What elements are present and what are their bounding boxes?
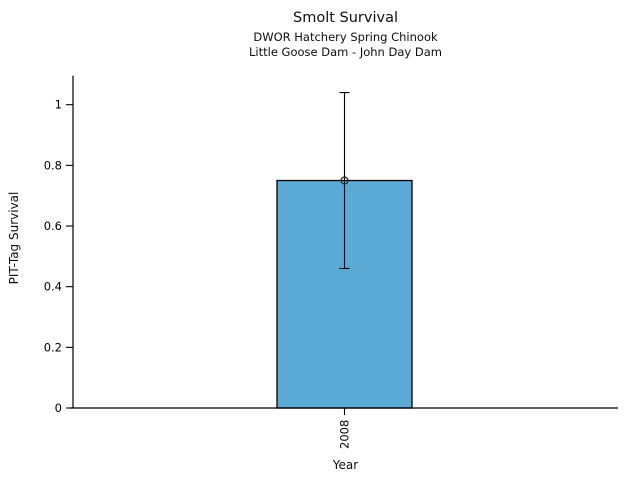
point-estimate-marker [340,176,349,185]
y-tick-label: 1 [55,98,62,112]
chart-subtitle-1: DWOR Hatchery Spring Chinook [253,30,438,44]
x-tick-label: 2008 [338,420,352,449]
y-tick-label: 0.6 [44,219,62,233]
x-axis-label: Year [332,458,359,472]
y-tick-label: 0.2 [44,340,62,354]
y-tick-label: 0.8 [44,158,62,172]
chart-subtitle-2: Little Goose Dam - John Day Dam [249,45,442,59]
chart-title: Smolt Survival [293,10,398,26]
y-axis-label: PIT-Tag Survival [7,191,21,285]
y-tick-label: 0.4 [44,280,62,294]
y-tick-label: 0 [55,401,62,415]
